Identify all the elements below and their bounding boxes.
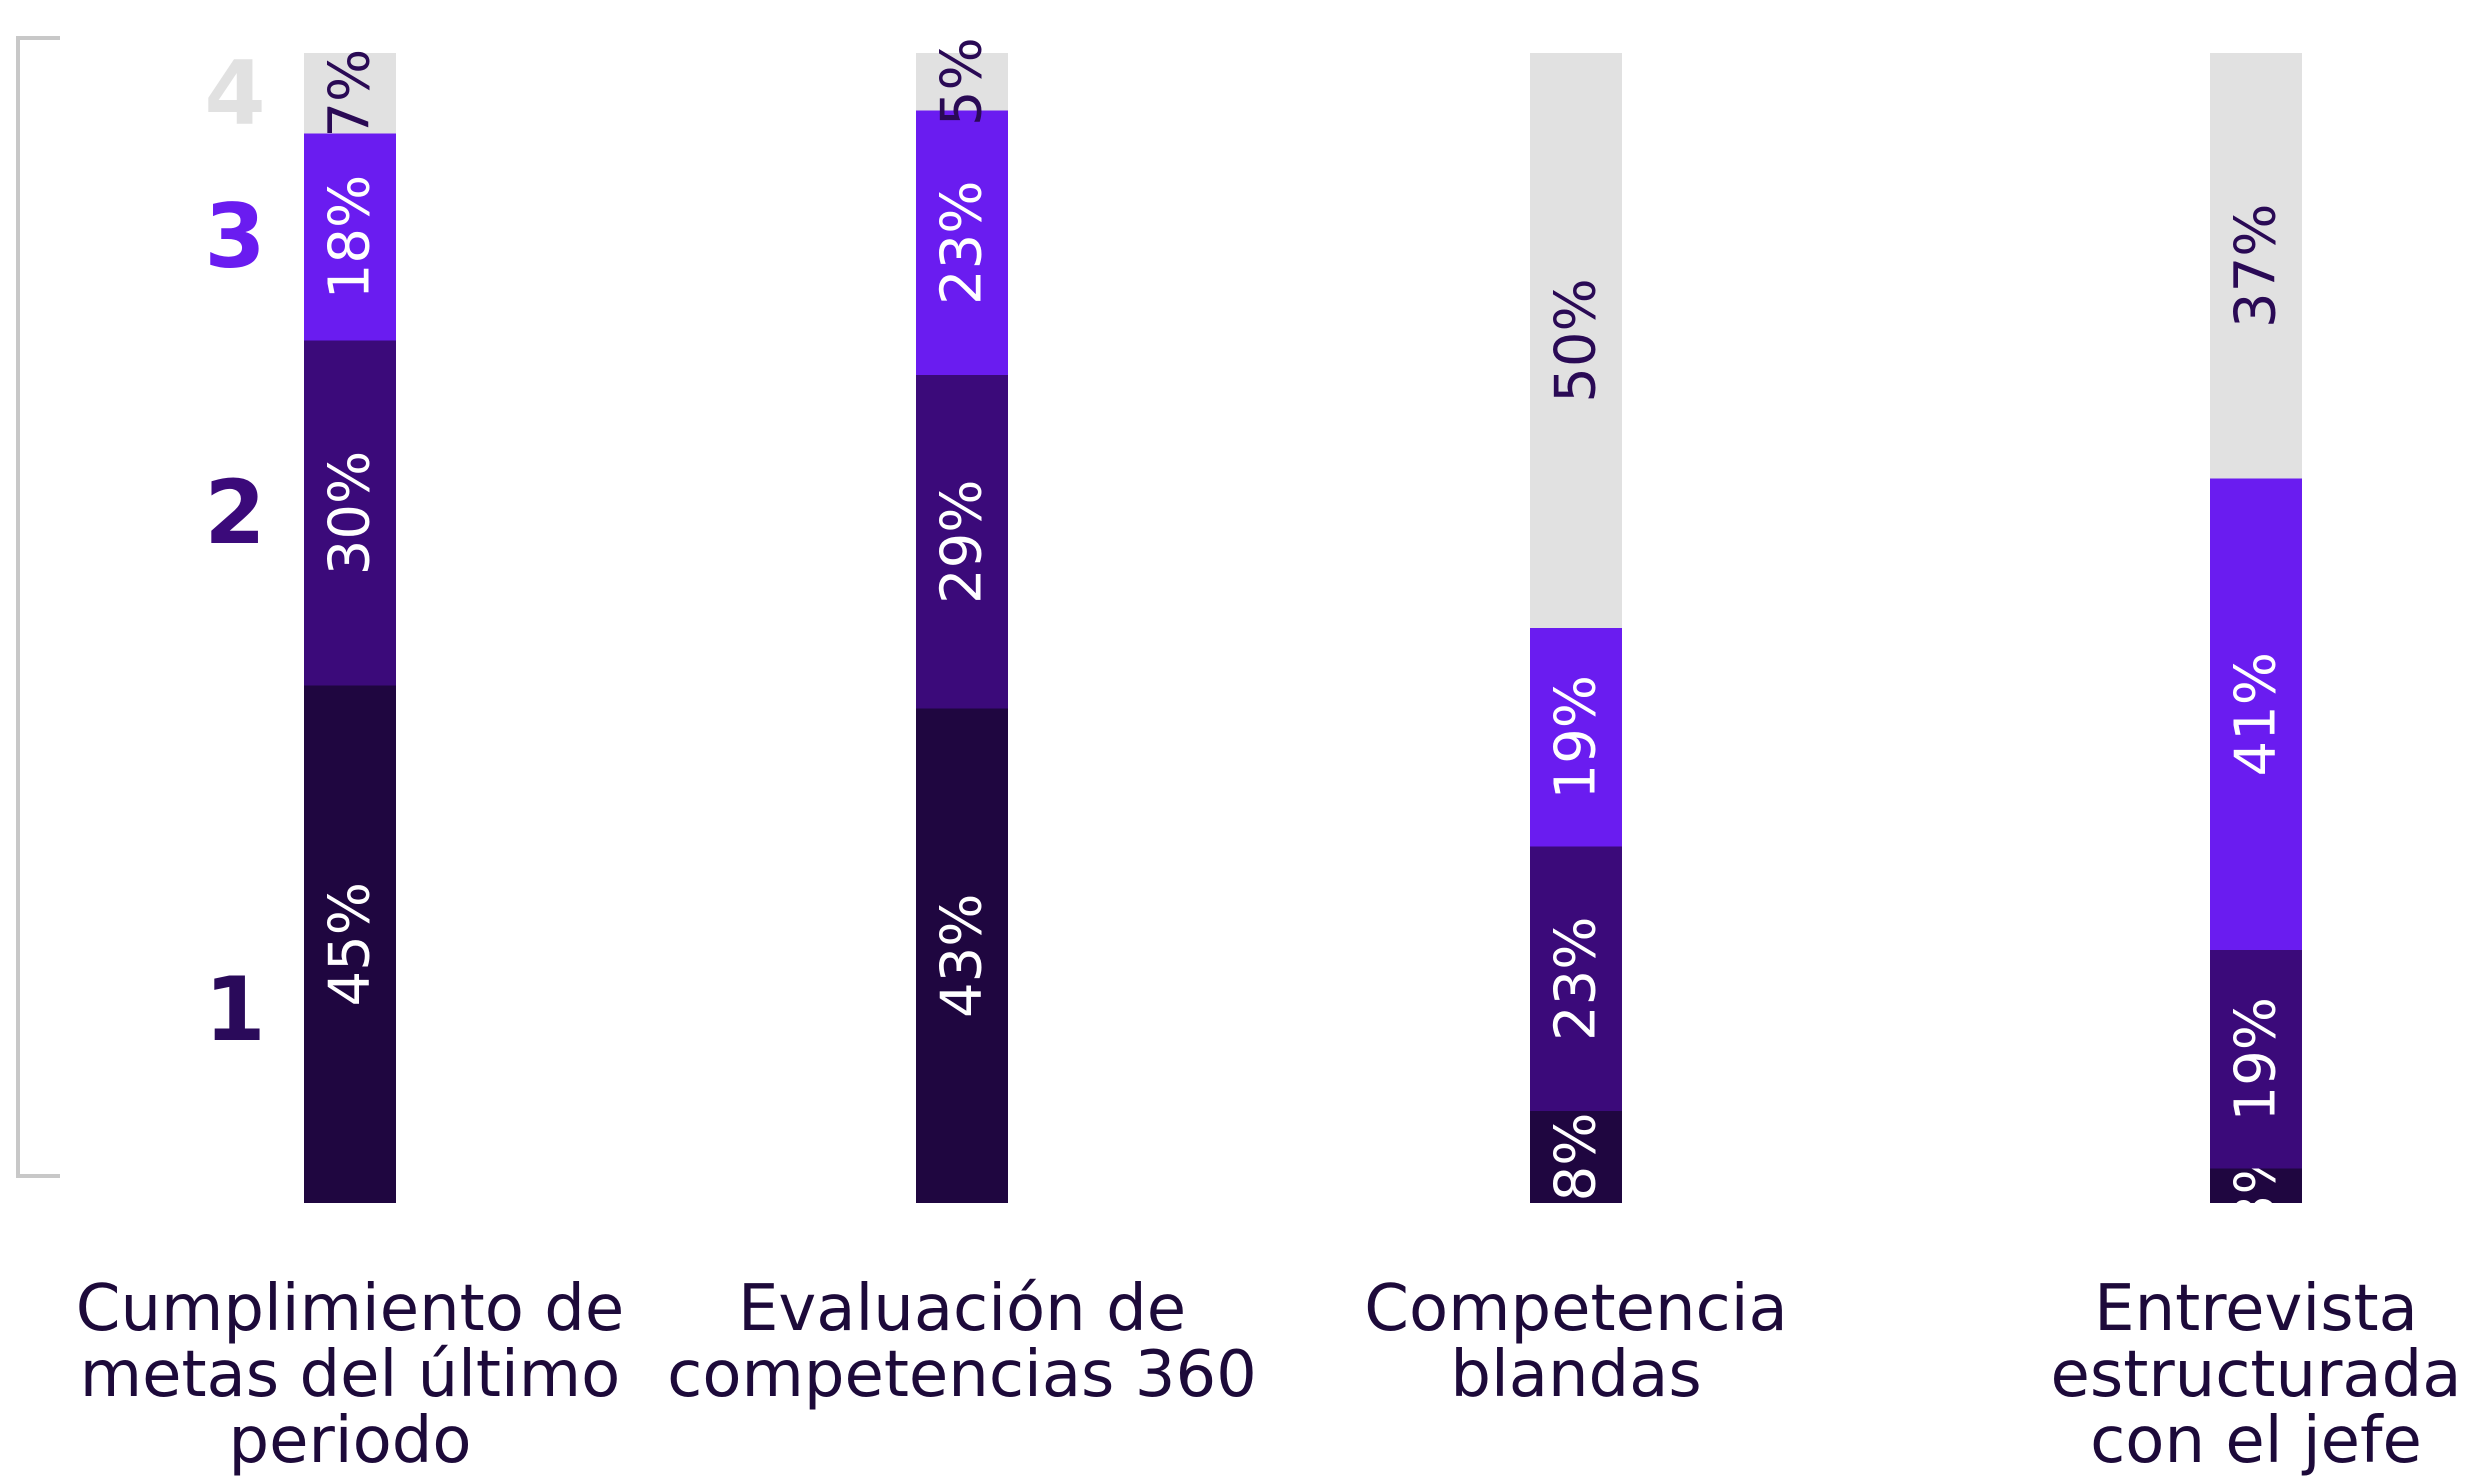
category-label: con el jefe bbox=[2090, 1404, 2422, 1478]
bar-value-label: 43% bbox=[930, 894, 995, 1018]
category-label: estructurada bbox=[2051, 1338, 2462, 1412]
bar-value-label: 37% bbox=[2224, 204, 2289, 328]
bar-segment bbox=[916, 708, 1008, 1203]
bar-segment bbox=[1530, 53, 1622, 628]
category-label: Evaluación de bbox=[738, 1272, 1186, 1346]
category-label: metas del último bbox=[80, 1338, 621, 1412]
bar-value-label: 29% bbox=[930, 480, 995, 604]
bar-segment bbox=[916, 53, 1008, 111]
level-bracket bbox=[16, 36, 60, 1178]
bars: 45%30%18%7%43%29%23%5%8%23%19%50%3%19%41… bbox=[304, 37, 2302, 1230]
bar-value-label: 18% bbox=[318, 175, 383, 299]
bar-segment bbox=[304, 685, 396, 1203]
bar-segment bbox=[1530, 846, 1622, 1111]
bar-segment bbox=[1530, 628, 1622, 847]
level-legend: 1 2 3 4 bbox=[204, 41, 265, 1061]
bar-segment bbox=[2210, 478, 2302, 950]
bar-value-label: 23% bbox=[930, 181, 995, 305]
bar-value-label: 23% bbox=[1544, 917, 1609, 1041]
bar-segment bbox=[916, 110, 1008, 375]
bar-segment bbox=[304, 133, 396, 341]
level-label: 3 bbox=[204, 185, 265, 288]
level-label: 2 bbox=[204, 461, 265, 564]
category-label: Cumplimiento de bbox=[76, 1272, 624, 1346]
bar-segment bbox=[2210, 950, 2302, 1169]
bar-segment bbox=[2210, 53, 2302, 479]
bar-segment bbox=[2210, 1168, 2302, 1203]
category-label: competencias 360 bbox=[667, 1338, 1257, 1412]
bar-segment bbox=[304, 53, 396, 134]
bar-segment bbox=[304, 340, 396, 686]
bar-value-label: 8% bbox=[1544, 1113, 1609, 1202]
bar-segment bbox=[1530, 1111, 1622, 1203]
bar-value-label: 7% bbox=[318, 49, 383, 138]
category-label: Competencia bbox=[1364, 1272, 1787, 1346]
bar-value-label: 5% bbox=[930, 37, 995, 126]
bar-value-label: 41% bbox=[2224, 652, 2289, 776]
bar-value-label: 45% bbox=[318, 882, 383, 1006]
bar-value-label: 50% bbox=[1544, 278, 1609, 402]
category-label: blandas bbox=[1450, 1338, 1701, 1412]
bar-segment bbox=[916, 375, 1008, 709]
category-label: periodo bbox=[228, 1404, 471, 1478]
level-label: 4 bbox=[204, 41, 265, 144]
level-label: 1 bbox=[204, 958, 265, 1061]
bar-value-label: 30% bbox=[318, 451, 383, 575]
bar-value-label: 19% bbox=[1544, 675, 1609, 799]
bar-value-label: 19% bbox=[2224, 997, 2289, 1121]
category-label: Entrevista bbox=[2094, 1272, 2418, 1346]
